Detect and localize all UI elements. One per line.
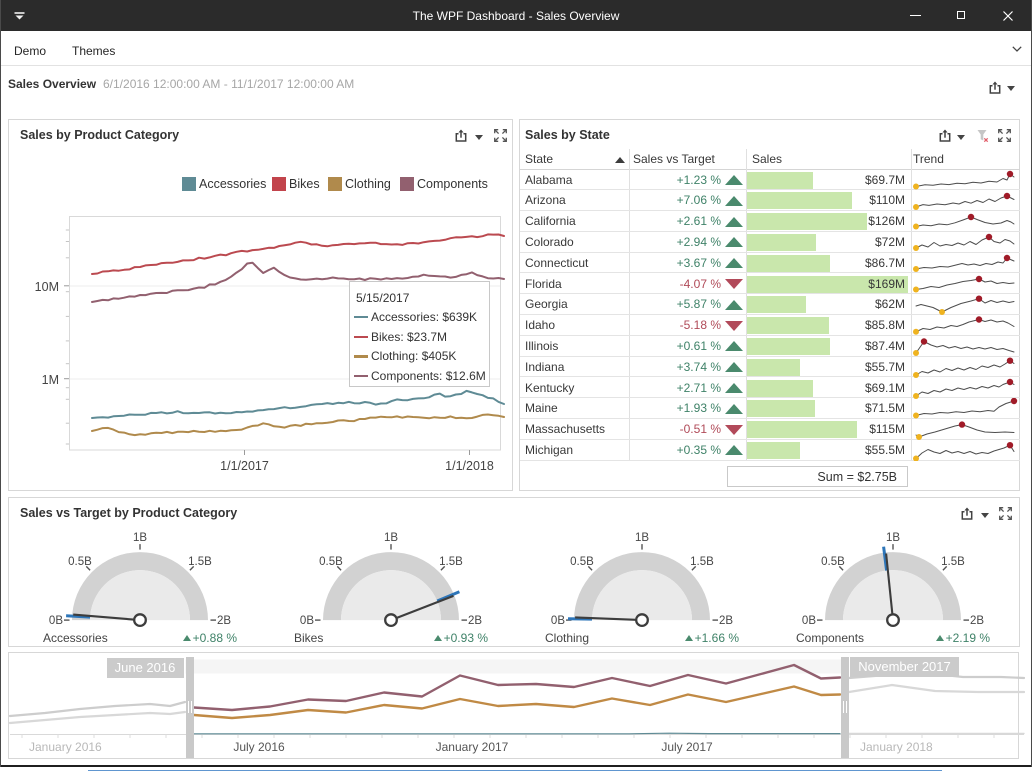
svg-text:1B: 1B — [133, 532, 147, 544]
svg-text:0.5B: 0.5B — [821, 556, 845, 568]
svg-text:2B: 2B — [970, 615, 984, 627]
svg-text:2B: 2B — [468, 615, 482, 627]
svg-text:1.5B: 1.5B — [690, 556, 714, 568]
svg-text:0B: 0B — [802, 615, 816, 627]
svg-text:0B: 0B — [551, 615, 565, 627]
svg-text:1B: 1B — [635, 532, 649, 544]
svg-text:0.5B: 0.5B — [570, 556, 594, 568]
svg-text:0B: 0B — [300, 615, 314, 627]
svg-text:1B: 1B — [886, 532, 900, 544]
svg-text:1.5B: 1.5B — [439, 556, 463, 568]
svg-text:0.5B: 0.5B — [319, 556, 343, 568]
svg-text:0B: 0B — [49, 615, 63, 627]
svg-text:0.5B: 0.5B — [68, 556, 92, 568]
svg-text:1B: 1B — [384, 532, 398, 544]
svg-text:2B: 2B — [217, 615, 231, 627]
svg-text:1.5B: 1.5B — [941, 556, 965, 568]
svg-text:1.5B: 1.5B — [188, 556, 212, 568]
svg-text:2B: 2B — [719, 615, 733, 627]
